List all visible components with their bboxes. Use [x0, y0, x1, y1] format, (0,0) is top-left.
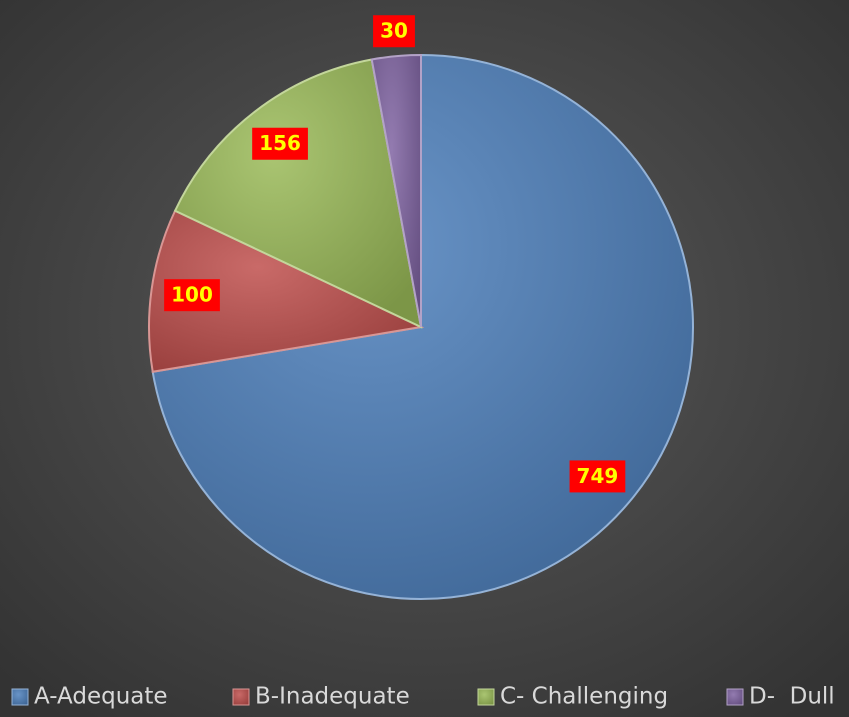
data-label: 156	[259, 131, 301, 155]
data-label-box	[252, 127, 308, 160]
data-label-box	[164, 279, 220, 312]
legend-swatch	[11, 688, 29, 706]
legend-label: A-Adequate	[34, 684, 168, 710]
legend-label: C- Challenging	[500, 684, 668, 710]
data-label-box	[373, 15, 415, 48]
data-label-box	[569, 460, 626, 493]
legend-label: B-Inadequate	[255, 684, 410, 710]
legend-label: D- Dull	[749, 684, 835, 710]
legend-swatch	[232, 688, 250, 706]
legend-swatch	[477, 688, 495, 706]
data-label: 100	[171, 283, 213, 307]
legend-swatch	[726, 688, 744, 706]
data-label: 749	[577, 464, 619, 488]
pie-slice	[370, 53, 422, 328]
pie-slice	[173, 58, 423, 329]
data-label: 30	[380, 19, 408, 43]
pie-slice	[148, 209, 425, 373]
